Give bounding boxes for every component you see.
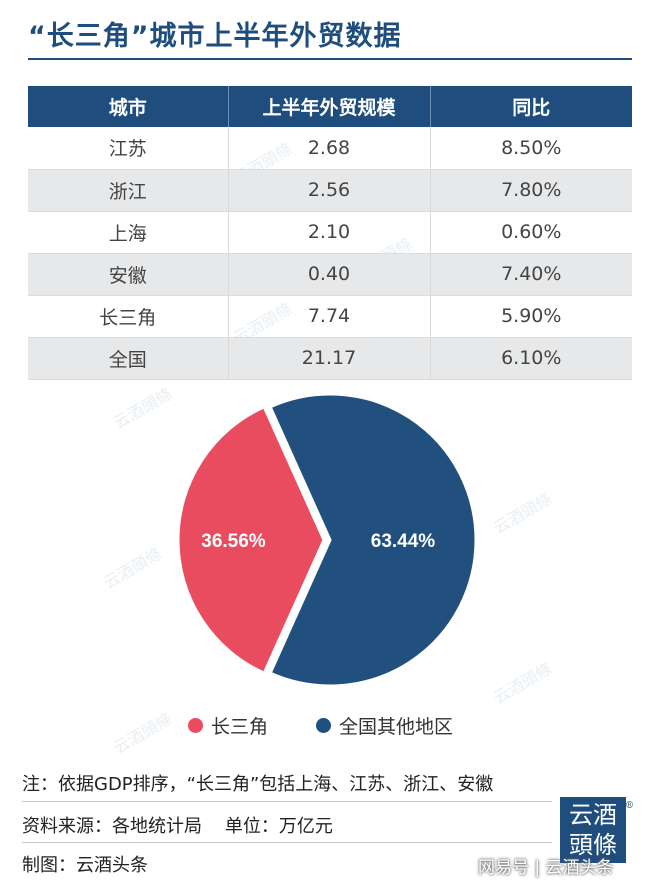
table-cell: 上海 <box>28 211 229 254</box>
slice-label: 36.56% <box>201 531 266 552</box>
table-cell: 7.40% <box>430 253 632 296</box>
logo-text: 頭條 <box>569 831 617 859</box>
table-row: 全国 21.17 6.10% <box>28 337 632 380</box>
brand-logo: 云酒 頭條 ® <box>560 797 634 863</box>
pie-chart: 36.56% 63.44% <box>176 392 478 688</box>
table-cell: 安徽 <box>28 253 229 296</box>
title-divider <box>28 58 632 60</box>
slice-label: 63.44% <box>371 531 436 552</box>
table-row: 长三角 7.74 5.90% <box>28 295 632 338</box>
pie-slice <box>268 392 478 688</box>
trade-table: 城市 上半年外贸规模 同比 江苏 2.68 8.50% 浙江 2.56 7.80… <box>28 86 632 380</box>
legend-item: 全国其他地区 <box>316 712 453 739</box>
column-header: 上半年外贸规模 <box>228 86 431 127</box>
table-cell: 2.68 <box>228 127 431 170</box>
table-cell: 7.80% <box>430 169 632 212</box>
watermark-text: 云酒頭條 <box>110 709 176 758</box>
table-cell: 长三角 <box>28 295 229 338</box>
table-row: 安徽 0.40 7.40% <box>28 253 632 296</box>
footnote-divider <box>22 801 552 802</box>
logo-text: 云酒 <box>569 801 617 829</box>
legend-label: 全国其他地区 <box>339 716 454 738</box>
table-cell: 5.90% <box>430 295 632 338</box>
table-cell: 2.10 <box>228 211 431 254</box>
table-cell: 21.17 <box>228 337 431 380</box>
table-row: 上海 2.10 0.60% <box>28 211 632 254</box>
footnote-divider <box>22 842 552 843</box>
table-cell: 全国 <box>28 337 229 380</box>
legend-label: 长三角 <box>211 716 269 738</box>
pie-slice <box>176 404 326 676</box>
pie-chart-area: 36.56% 63.44% <box>0 390 660 700</box>
table-cell: 江苏 <box>28 127 229 170</box>
table-row: 江苏 2.68 8.50% <box>28 127 632 170</box>
table-cell: 6.10% <box>430 337 632 380</box>
legend-swatch <box>316 718 331 733</box>
source-watermark: 网易号 | 云酒头条 <box>478 858 614 878</box>
column-header: 城市 <box>28 86 229 127</box>
table-cell: 2.56 <box>228 169 431 212</box>
column-header: 同比 <box>430 86 632 127</box>
registered-mark: ® <box>625 801 634 811</box>
footnote: 注：依据GDP排序，“长三角”包括上海、江苏、浙江、安徽 <box>22 774 494 795</box>
table-cell: 0.60% <box>430 211 632 254</box>
table-row: 浙江 2.56 7.80% <box>28 169 632 212</box>
legend-swatch <box>188 718 203 733</box>
legend-item: 长三角 <box>188 712 268 739</box>
source-note: 资料来源：各地统计局 单位：万亿元 <box>22 816 333 837</box>
page-title: “长三角”城市上半年外贸数据 <box>28 21 402 52</box>
table-header-row: 城市 上半年外贸规模 同比 <box>28 86 632 127</box>
table-cell: 8.50% <box>430 127 632 170</box>
table-cell: 0.40 <box>228 253 431 296</box>
table-cell: 浙江 <box>28 169 229 212</box>
table-cell: 7.74 <box>228 295 431 338</box>
credit-note: 制图：云酒头条 <box>22 855 148 876</box>
